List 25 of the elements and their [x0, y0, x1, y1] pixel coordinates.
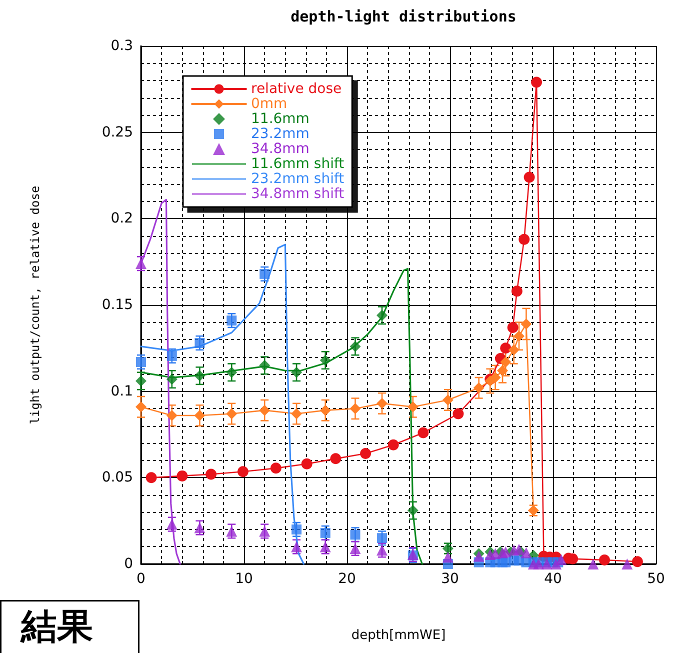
- y-tick-label: 0.15: [102, 297, 133, 313]
- legend-label: 23.2mm shift: [251, 171, 345, 187]
- y-tick-label: 0.3: [110, 38, 133, 54]
- x-tick-label: 20: [338, 571, 356, 587]
- legend-label: 11.6mm: [251, 111, 310, 127]
- legend-label: 11.6mm shift: [251, 156, 345, 172]
- x-tick-label: 40: [544, 571, 562, 587]
- legend-label: 23.2mm: [251, 126, 310, 142]
- x-tick-label: 50: [647, 571, 665, 587]
- legend-label: 34.8mm: [251, 141, 310, 157]
- legend-label: relative dose: [251, 81, 342, 97]
- legend-label: 0mm: [251, 96, 288, 112]
- y-tick-label: 0.2: [110, 210, 133, 227]
- y-axis-title: light output/count, relative dose: [28, 186, 42, 424]
- y-tick-label: 0: [124, 556, 133, 572]
- x-axis-title: depth[mmWE]: [351, 628, 446, 643]
- chart-title: depth-light distributions: [290, 8, 516, 26]
- x-tick-label: 10: [235, 571, 253, 587]
- text: 結果: [20, 606, 93, 648]
- y-tick-label: 0.05: [102, 470, 133, 486]
- legend-label: 34.8mm shift: [251, 186, 345, 202]
- y-tick-label: 0.1: [110, 383, 133, 400]
- x-tick-label: 30: [441, 571, 459, 587]
- y-tick-label: 0.25: [102, 124, 133, 140]
- x-tick-label: 0: [136, 571, 146, 587]
